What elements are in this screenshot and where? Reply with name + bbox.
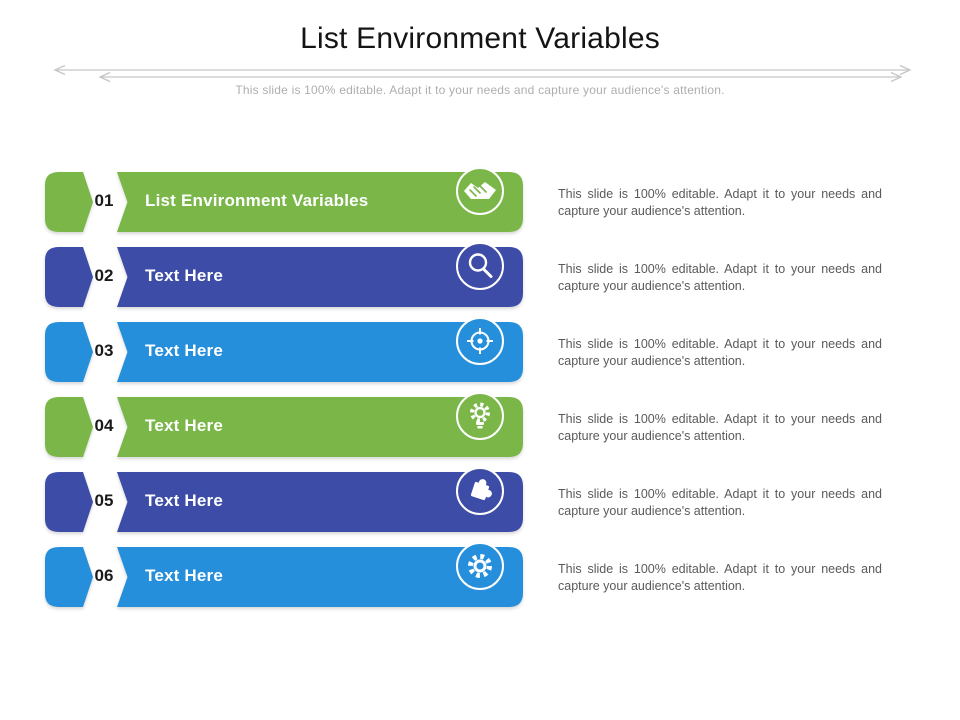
item-bar	[117, 322, 523, 382]
item-label: Text Here	[145, 341, 224, 360]
list-item: 03 Text Here	[45, 312, 525, 392]
item-label: Text Here	[145, 416, 224, 435]
item-description: This slide is 100% editable. Adapt it to…	[558, 337, 882, 368]
item-chevron-block	[45, 247, 93, 307]
item-chevron-block	[45, 472, 93, 532]
item-description: This slide is 100% editable. Adapt it to…	[558, 412, 882, 443]
item-bar	[117, 547, 523, 607]
lightbulb-gear-icon	[470, 402, 490, 429]
target-icon	[467, 328, 493, 354]
search-icon	[468, 253, 493, 278]
list-item: 05 Text Here	[45, 462, 525, 542]
icon-badge	[456, 242, 504, 290]
item-number: 04	[94, 416, 114, 435]
item-description: This slide is 100% editable. Adapt it to…	[558, 262, 882, 293]
item-chevron-block	[45, 322, 93, 382]
item-number: 05	[94, 491, 114, 510]
list-item: 04 Text Here	[45, 387, 525, 467]
item-number: 01	[94, 191, 114, 210]
list-item: 02 Text Here	[45, 237, 525, 317]
item-label: Text Here	[145, 491, 224, 510]
item-label: Text Here	[145, 266, 224, 285]
item-bar	[117, 397, 523, 457]
puzzle-icon	[470, 479, 492, 501]
item-label: Text Here	[145, 566, 224, 585]
item-number: 06	[94, 566, 114, 585]
slide-title: List Environment Variables	[300, 22, 660, 55]
list-item: 01 List Environment Variables	[45, 162, 525, 242]
item-bar	[117, 247, 523, 307]
icon-badge	[456, 542, 504, 590]
item-chevron-block	[45, 172, 93, 232]
gear-icon	[468, 554, 492, 578]
double-arrow-divider	[53, 64, 912, 83]
item-description: This slide is 100% editable. Adapt it to…	[558, 562, 882, 593]
item-number: 02	[94, 266, 114, 285]
item-bar	[117, 172, 523, 232]
item-description: This slide is 100% editable. Adapt it to…	[558, 187, 882, 218]
item-chevron-block	[45, 397, 93, 457]
item-label: List Environment Variables	[145, 191, 369, 210]
slide-subtitle: This slide is 100% editable. Adapt it to…	[235, 83, 725, 97]
list-item: 06 Text Here	[45, 537, 525, 617]
item-description: This slide is 100% editable. Adapt it to…	[558, 487, 882, 518]
item-bar	[117, 472, 523, 532]
handshake-icon	[464, 182, 496, 199]
item-number: 03	[94, 341, 114, 360]
item-chevron-block	[45, 547, 93, 607]
